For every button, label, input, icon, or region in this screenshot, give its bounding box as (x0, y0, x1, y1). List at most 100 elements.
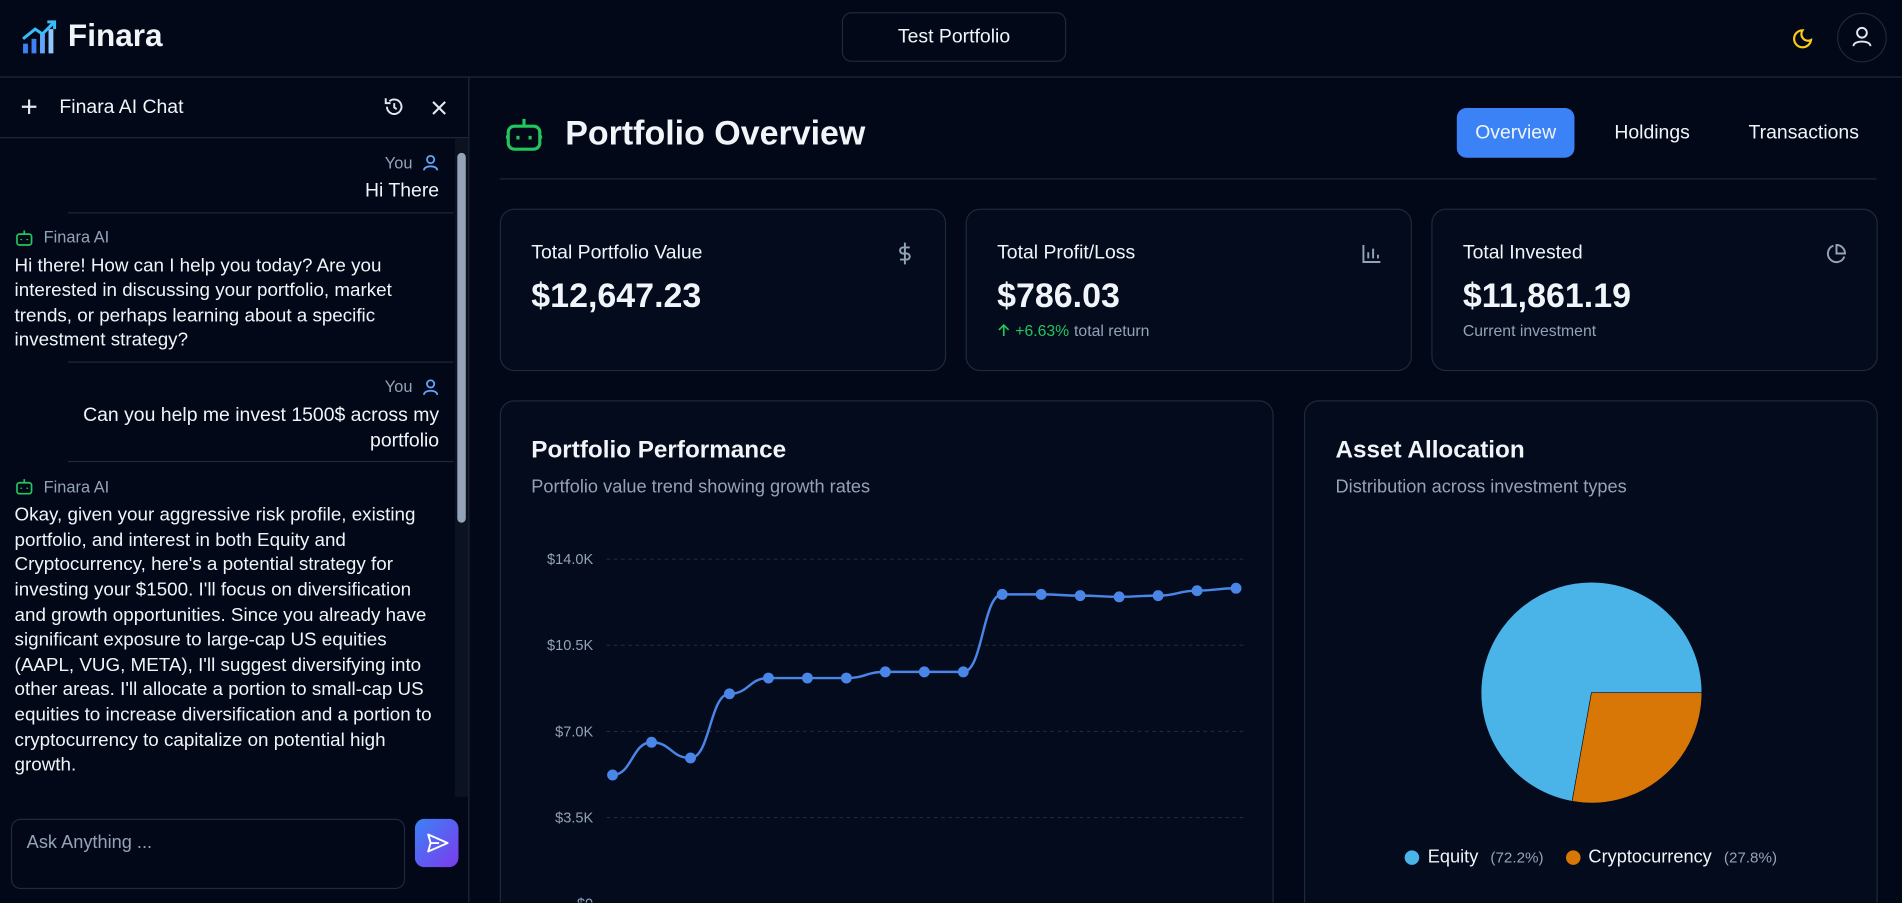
slice (1480, 581, 1703, 802)
card-change: +6.63% (1015, 321, 1070, 340)
chart-subtitle: Distribution across investment types (1335, 476, 1627, 498)
legend-value: (27.8%) (1723, 848, 1778, 866)
point (607, 769, 619, 781)
chat-input[interactable]: Ask Anything ... (10, 818, 406, 890)
chat-header: Finara AI Chat (0, 78, 469, 139)
y-tick-label: $7.0K (555, 724, 593, 740)
sender: You (384, 153, 413, 172)
chat-title: Finara AI Chat (59, 97, 184, 118)
main-content: Portfolio Overview Overview Holdings Tra… (469, 78, 1902, 903)
user-menu[interactable] (1836, 12, 1887, 63)
card-icon (1362, 245, 1381, 263)
card-note: total return (1074, 321, 1150, 340)
legend-item: Cryptocurrency (27.8%) (1565, 846, 1778, 868)
card-value: $786.03 (997, 276, 1120, 315)
tab-active[interactable]: Overview (1456, 107, 1575, 158)
point (801, 672, 813, 684)
user-message: You Can you help me invest 1500$ across … (0, 370, 454, 454)
user-message: You Hi There (0, 138, 454, 204)
tab[interactable]: Holdings (1614, 121, 1690, 143)
allocation-panel: Asset Allocation Distribution across inv… (1303, 400, 1878, 903)
history-button[interactable] (382, 96, 404, 118)
message-text: Hi There (365, 180, 440, 202)
legend-swatch (1404, 849, 1420, 865)
point (1074, 590, 1086, 602)
stat-card: Total Portfolio Value $12,647.23 (499, 208, 947, 372)
top-bar: Finara Test Portfolio (0, 0, 1902, 78)
page-title: Portfolio Overview (565, 114, 866, 152)
portfolio-selector[interactable]: Test Portfolio (841, 12, 1067, 62)
point (685, 752, 696, 764)
overview-icon (505, 118, 543, 151)
y-tick-label: $14.0K (547, 552, 593, 568)
point (1113, 591, 1125, 603)
ai-message: Finara AI Hi there! How can I help you t… (0, 220, 454, 354)
point (1152, 590, 1164, 602)
legend-label: Cryptocurrency (1588, 846, 1712, 868)
up-arrow (998, 323, 1010, 337)
message-text: Okay, given your aggressive risk profile… (14, 504, 432, 776)
card-icon (899, 242, 911, 265)
user-icon (423, 379, 439, 396)
bot-icon (16, 229, 33, 246)
new-chat-button[interactable] (21, 98, 38, 115)
logo[interactable]: Finara (67, 16, 163, 54)
y-tick-label: $3.5K (555, 810, 593, 826)
point (918, 666, 930, 678)
y-tick-label: $10.5K (547, 638, 593, 654)
scrollbar[interactable] (454, 138, 469, 797)
card-value: $12,647.23 (531, 276, 702, 315)
point (1035, 588, 1047, 600)
point (996, 588, 1008, 600)
card-value: $11,861.19 (1462, 276, 1631, 315)
send-button[interactable] (414, 818, 459, 868)
point (879, 666, 891, 678)
tab[interactable]: Transactions (1748, 121, 1859, 143)
theme-toggle[interactable] (1793, 25, 1817, 49)
message-text: Hi there! How can I help you today? Are … (14, 255, 392, 352)
slice (1571, 692, 1703, 804)
point (1230, 582, 1242, 594)
sender: Finara AI (43, 477, 110, 496)
legend-label: Equity (1427, 846, 1479, 868)
legend: Equity (72.2%) Cryptocurrency (27.8%) (1305, 846, 1876, 868)
legend-value: (72.2%) (1490, 848, 1544, 866)
chat-sidebar: Finara AI Chat You Hi There Finara AI Hi… (0, 77, 470, 903)
message-text: Can you help me invest 1500$ across my p… (83, 405, 440, 451)
message-list: You Hi There Finara AI Hi there! How can… (0, 138, 454, 797)
point (1191, 585, 1203, 597)
stat-card: Total Profit/Loss $786.03 +6.63% total r… (965, 208, 1412, 372)
placeholder: Ask Anything ... (26, 832, 153, 853)
card-icon (1826, 244, 1846, 264)
performance-panel: Portfolio Performance Portfolio value tr… (499, 400, 1274, 903)
logo-icon (22, 20, 57, 54)
chart-subtitle: Portfolio value trend showing growth rat… (531, 476, 871, 498)
sender: Finara AI (43, 228, 110, 247)
legend-swatch (1565, 849, 1580, 865)
card-label: Total Invested (1462, 242, 1583, 264)
pie-chart (1480, 581, 1703, 804)
point (957, 666, 969, 678)
point (762, 672, 774, 684)
divider (499, 178, 1877, 180)
y-tick-label: $0 (577, 897, 593, 903)
stat-card: Total Invested $11,861.19 Current invest… (1431, 208, 1878, 372)
bot-icon (16, 479, 33, 495)
point (724, 688, 735, 700)
chart-title: Portfolio Performance (531, 436, 787, 464)
point (646, 736, 657, 748)
card-label: Total Profit/Loss (997, 242, 1136, 264)
line (612, 587, 1237, 777)
sender: You (384, 377, 413, 397)
chart-title: Asset Allocation (1335, 436, 1525, 464)
ai-message: Finara AI Okay, given your aggressive ri… (0, 470, 454, 797)
card-label: Total Portfolio Value (531, 242, 703, 264)
user-icon (423, 154, 439, 171)
card-note: Current investment (1462, 321, 1597, 340)
line-chart: $0 $3.5K $7.0K $10.5K $14.0K (547, 552, 1244, 903)
point (840, 672, 852, 684)
legend-item: Equity (72.2%) (1404, 846, 1544, 868)
close-chat-button[interactable] (431, 99, 448, 116)
